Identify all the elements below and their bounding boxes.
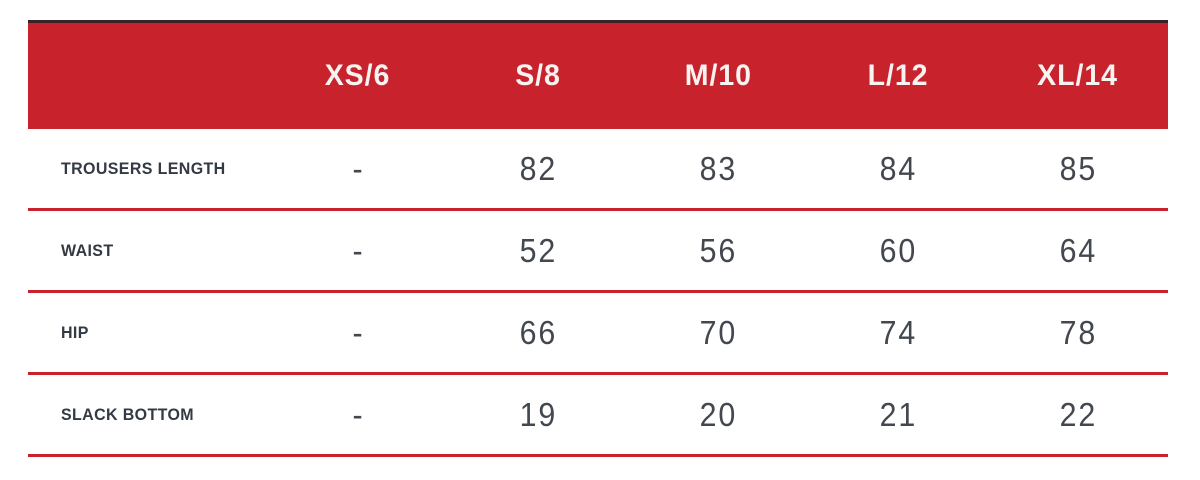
table-row-slack-bottom: SLACK BOTTOM - 19 20 21 22	[28, 375, 1168, 457]
cell-hip-xl: 78	[988, 314, 1168, 352]
value-waist-l: 60	[879, 231, 917, 269]
header-cell-xl14: XL/14	[988, 59, 1168, 93]
row-label-cell: SLACK BOTTOM	[28, 405, 268, 425]
cell-hip-xs: -	[268, 314, 448, 352]
row-label-cell: TROUSERS LENGTH	[28, 159, 268, 179]
value-hip-xl: 78	[1059, 313, 1097, 351]
cell-trousers-l: 84	[808, 150, 988, 188]
value-waist-s: 52	[519, 231, 557, 269]
value-hip-m: 70	[699, 313, 737, 351]
header-cell-m10: M/10	[628, 59, 808, 93]
cell-hip-s: 66	[448, 314, 628, 352]
value-waist-m: 56	[699, 231, 737, 269]
row-label-hip: HIP	[61, 322, 89, 342]
row-label-slack-bottom: SLACK BOTTOM	[61, 404, 194, 424]
header-cell-empty	[28, 59, 268, 93]
row-label-trousers-length: TROUSERS LENGTH	[61, 158, 226, 178]
cell-slack-xs: -	[268, 396, 448, 434]
cell-waist-xs: -	[268, 232, 448, 270]
size-chart-table: XS/6 S/8 M/10 L/12 XL/14 TROUSERS LENGTH…	[28, 20, 1168, 457]
value-hip-xs: -	[352, 313, 364, 351]
cell-hip-m: 70	[628, 314, 808, 352]
cell-slack-l: 21	[808, 396, 988, 434]
value-slack-s: 19	[519, 395, 557, 433]
row-label-waist: WAIST	[61, 240, 114, 260]
cell-slack-m: 20	[628, 396, 808, 434]
table-row-trousers-length: TROUSERS LENGTH - 82 83 84 85	[28, 129, 1168, 211]
value-waist-xl: 64	[1059, 231, 1097, 269]
header-label-m10: M/10	[684, 59, 752, 92]
value-trousers-m: 83	[699, 149, 737, 187]
header-cell-l12: L/12	[808, 59, 988, 93]
header-cell-s8: S/8	[448, 59, 628, 93]
cell-slack-s: 19	[448, 396, 628, 434]
cell-hip-l: 74	[808, 314, 988, 352]
header-label-l12: L/12	[867, 59, 929, 92]
cell-waist-l: 60	[808, 232, 988, 270]
table-row-waist: WAIST - 52 56 60 64	[28, 211, 1168, 293]
value-hip-l: 74	[879, 313, 917, 351]
header-label-s8: S/8	[515, 59, 561, 92]
value-waist-xs: -	[352, 231, 364, 269]
value-slack-l: 21	[879, 395, 917, 433]
value-trousers-xl: 85	[1059, 149, 1097, 187]
cell-trousers-m: 83	[628, 150, 808, 188]
value-trousers-s: 82	[519, 149, 557, 187]
header-label-xl14: XL/14	[1037, 59, 1119, 92]
value-slack-xs: -	[352, 395, 364, 433]
value-slack-xl: 22	[1059, 395, 1097, 433]
cell-trousers-xl: 85	[988, 150, 1168, 188]
row-label-cell: WAIST	[28, 241, 268, 261]
table-row-hip: HIP - 66 70 74 78	[28, 293, 1168, 375]
cell-waist-m: 56	[628, 232, 808, 270]
cell-waist-xl: 64	[988, 232, 1168, 270]
table-header-row: XS/6 S/8 M/10 L/12 XL/14	[28, 20, 1168, 129]
header-label-xs6: XS/6	[325, 59, 391, 92]
cell-trousers-s: 82	[448, 150, 628, 188]
value-hip-s: 66	[519, 313, 557, 351]
header-cell-xs6: XS/6	[268, 59, 448, 93]
cell-slack-xl: 22	[988, 396, 1168, 434]
value-trousers-xs: -	[352, 149, 364, 187]
row-label-cell: HIP	[28, 323, 268, 343]
value-trousers-l: 84	[879, 149, 917, 187]
cell-waist-s: 52	[448, 232, 628, 270]
cell-trousers-xs: -	[268, 150, 448, 188]
value-slack-m: 20	[699, 395, 737, 433]
